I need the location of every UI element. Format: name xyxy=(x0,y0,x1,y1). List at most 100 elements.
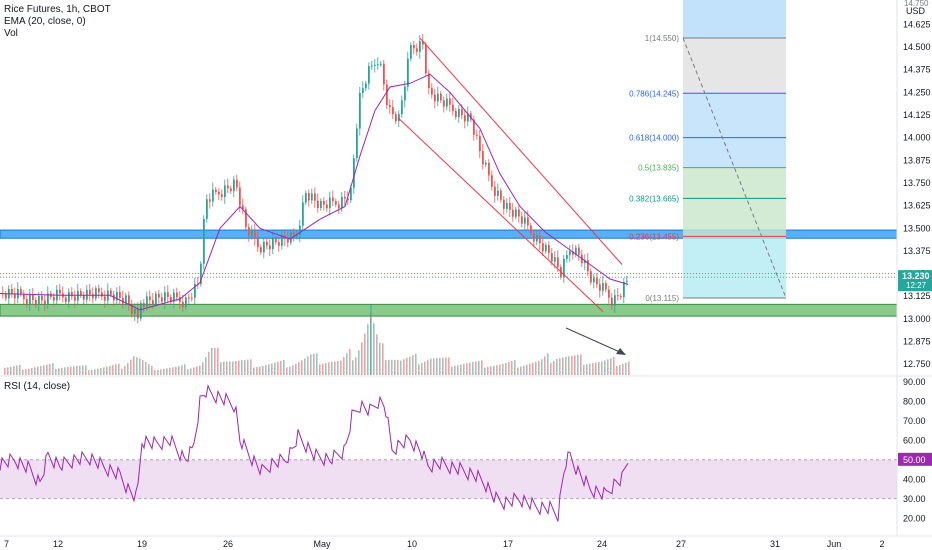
candle-body xyxy=(359,92,361,129)
volume-bar xyxy=(76,365,78,375)
candle-body xyxy=(491,175,493,187)
volume-bar xyxy=(151,365,153,375)
rsi-tick-label: 70.00 xyxy=(903,416,926,426)
candle-body xyxy=(5,293,7,299)
candle-body xyxy=(365,83,367,89)
volume-bar xyxy=(415,353,417,375)
volume-bar xyxy=(625,362,627,375)
candle-body xyxy=(221,194,223,197)
candle-body xyxy=(407,58,409,87)
volume-bar xyxy=(463,363,465,375)
volume-bar xyxy=(490,366,492,375)
volume-bar xyxy=(355,357,357,375)
candle-body xyxy=(551,253,553,262)
fib-band xyxy=(683,137,786,168)
candle-body xyxy=(317,200,319,208)
time-tick-label: 17 xyxy=(503,539,513,549)
candle-body xyxy=(155,293,157,304)
volume-bar xyxy=(106,366,108,375)
volume-bar xyxy=(526,364,528,375)
candle-body xyxy=(476,134,478,136)
candle-body xyxy=(146,296,148,307)
candle-body xyxy=(362,88,364,93)
legend-rsi-label[interactable]: RSI (14, close) xyxy=(4,381,71,392)
volume-bar xyxy=(109,365,111,375)
volume-bar xyxy=(271,363,273,375)
fibonacci-retracement[interactable]: 1(14.550) 0.786(14.245) 0.618(14.000) 0.5(1… xyxy=(629,0,787,303)
volume-bar xyxy=(421,362,423,375)
volume-bar xyxy=(58,368,60,375)
volume-bar xyxy=(97,368,99,375)
volume-bar xyxy=(142,360,144,375)
candle-body xyxy=(248,227,250,236)
candle-body xyxy=(299,225,301,235)
price-tick-label: 13.375 xyxy=(903,246,931,256)
channel-lower-line xyxy=(397,117,604,312)
candle-body xyxy=(620,296,622,298)
volume-bar xyxy=(604,360,606,375)
volume-bar xyxy=(364,333,366,375)
volume-bar xyxy=(565,356,567,375)
candle-body xyxy=(611,297,613,306)
candle-body xyxy=(452,104,454,111)
volume-bar xyxy=(466,363,468,375)
volume-bar xyxy=(523,365,525,375)
candle-body xyxy=(338,204,340,209)
candle-body xyxy=(32,294,34,300)
volume-bar xyxy=(175,366,177,375)
candle-body xyxy=(35,300,37,306)
candle-body xyxy=(290,232,292,243)
volume-bar xyxy=(79,365,81,375)
candle-body xyxy=(68,292,70,302)
candle-body xyxy=(344,196,346,199)
volume-bar xyxy=(61,367,63,375)
candle-body xyxy=(23,294,25,300)
candle-body xyxy=(440,93,442,101)
arrow-head xyxy=(616,348,626,355)
candle-body xyxy=(392,107,394,115)
candle-body xyxy=(557,257,559,268)
volume-bar xyxy=(400,360,402,375)
volume-bar xyxy=(391,359,393,375)
candle-body xyxy=(572,251,574,255)
time-tick-label: May xyxy=(313,539,331,549)
candle-body xyxy=(71,292,73,297)
time-tick-label: 24 xyxy=(597,539,607,549)
volume-bar xyxy=(25,369,27,375)
candle-body xyxy=(140,302,142,319)
ema-line xyxy=(0,73,629,311)
legend-ema[interactable]: EMA (20, close, 0) xyxy=(4,16,86,27)
volume-bar xyxy=(328,362,330,375)
candle-body xyxy=(116,292,118,301)
rsi-pane xyxy=(0,375,932,522)
time-tick-label: 2 xyxy=(879,539,884,549)
candle-body xyxy=(479,135,481,152)
legend-symbol[interactable]: Rice Futures, 1h, CBOT xyxy=(4,4,111,15)
volume-bar xyxy=(556,359,558,375)
volume-bar xyxy=(214,347,216,375)
candle-body xyxy=(497,190,499,196)
volume-bar xyxy=(94,369,96,375)
volume-bar xyxy=(427,360,429,375)
price-tick-label: 14.125 xyxy=(903,110,931,120)
volume-bar xyxy=(589,363,591,375)
candle-body xyxy=(188,297,190,299)
volume-bar xyxy=(139,358,141,375)
candle-body xyxy=(80,290,82,296)
candle-body xyxy=(314,193,316,201)
price-tick-label: 14.250 xyxy=(903,87,931,97)
candle-body xyxy=(608,289,610,298)
volume-bar xyxy=(508,362,510,375)
volume-bar xyxy=(7,367,9,375)
volume-bar xyxy=(64,367,66,375)
volume-bar xyxy=(16,365,18,375)
price-tick-label: 13.875 xyxy=(903,155,931,165)
legend-main: Rice Futures, 1h, CBOT EMA (20, close, 0… xyxy=(4,4,111,40)
volume-bar xyxy=(451,366,453,375)
candle-body xyxy=(485,162,487,165)
legend-vol[interactable]: Vol xyxy=(4,28,18,39)
time-tick-label: Jun xyxy=(827,539,842,549)
volume-bar xyxy=(475,361,477,375)
price-tick-label: 14.500 xyxy=(903,42,931,52)
